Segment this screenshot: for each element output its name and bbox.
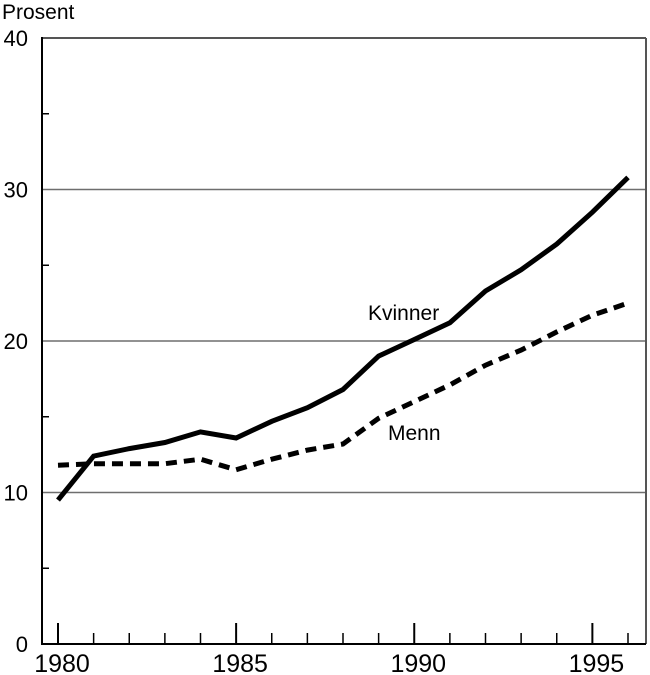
y-tick-label: 30 xyxy=(4,178,28,203)
x-tick-label: 1980 xyxy=(34,650,90,675)
series-line-kvinner xyxy=(56,175,630,502)
series-line-menn xyxy=(57,300,629,473)
series-label-kvinner: Kvinner xyxy=(368,302,439,325)
y-tick-label: 0 xyxy=(16,632,28,657)
series-label-menn: Menn xyxy=(388,422,441,445)
y-axis-title: Prosent xyxy=(2,1,75,24)
x-tick-label: 1985 xyxy=(212,650,268,675)
x-tick-label: 1990 xyxy=(390,650,446,675)
y-tick-label: 40 xyxy=(4,26,28,51)
y-tick-label: 10 xyxy=(4,481,28,506)
y-tick-label: 20 xyxy=(4,329,28,354)
x-tick-label: 1995 xyxy=(569,650,625,675)
